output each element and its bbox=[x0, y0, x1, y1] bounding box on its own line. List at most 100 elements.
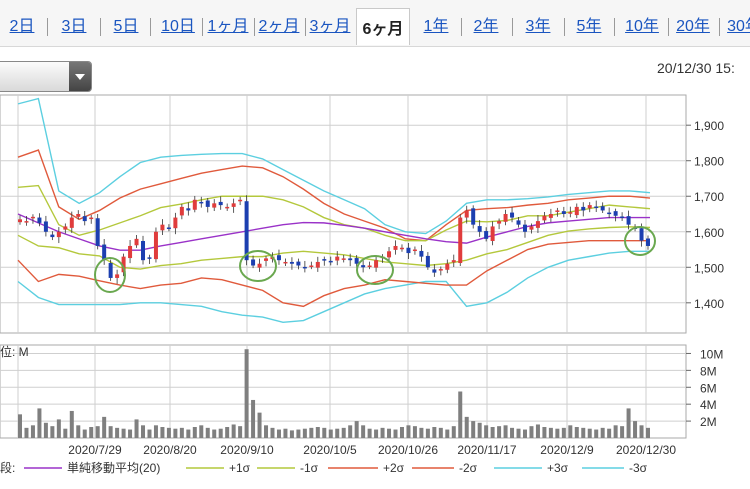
candle-body bbox=[548, 214, 553, 218]
candle-body bbox=[387, 251, 392, 258]
y-axis-tick-label: 1,600 bbox=[694, 226, 724, 240]
volume-bar bbox=[399, 427, 404, 438]
volume-bar bbox=[412, 426, 417, 438]
candle-body bbox=[574, 206, 579, 216]
candle-body bbox=[464, 210, 469, 218]
tab-period[interactable]: 3年 bbox=[525, 18, 551, 35]
candle-body bbox=[646, 238, 650, 246]
volume-bar bbox=[529, 426, 534, 438]
volume-bar bbox=[192, 427, 197, 438]
volume-bar bbox=[548, 427, 553, 438]
volume-bar bbox=[89, 427, 94, 438]
volume-bar bbox=[309, 427, 314, 438]
tab-period[interactable]: 1ヶ月 bbox=[207, 18, 249, 35]
candle-body bbox=[108, 263, 113, 278]
volume-bar bbox=[587, 428, 592, 438]
volume-bar bbox=[361, 425, 366, 438]
tab-divider bbox=[150, 18, 151, 36]
tab-divider bbox=[563, 18, 565, 36]
volume-bar bbox=[328, 429, 333, 438]
volume-bar bbox=[128, 429, 133, 438]
candle-body bbox=[76, 214, 81, 217]
tab-period[interactable]: 2年 bbox=[473, 18, 499, 35]
tab-period[interactable]: 2ヶ月 bbox=[258, 18, 300, 35]
candle-body bbox=[186, 208, 191, 211]
band-minus-2-sigma bbox=[17, 239, 650, 308]
volume-bar bbox=[568, 425, 573, 438]
candle-body bbox=[315, 261, 320, 268]
volume-bar bbox=[561, 427, 566, 438]
candle-body bbox=[50, 234, 55, 238]
candle-body bbox=[128, 245, 133, 259]
volume-bar bbox=[302, 428, 307, 438]
tab-period[interactable]: 10年 bbox=[625, 18, 659, 35]
x-axis-tick-label: 2020/10/5 bbox=[303, 443, 357, 457]
candle-body bbox=[69, 217, 74, 228]
candle-body bbox=[620, 216, 625, 218]
candle-body bbox=[102, 244, 107, 261]
legend-label: -1σ bbox=[300, 461, 319, 475]
volume-bar bbox=[425, 428, 430, 438]
volume-bar bbox=[244, 349, 249, 438]
volume-bar bbox=[484, 425, 489, 438]
chevron-down-icon[interactable] bbox=[69, 62, 91, 91]
candle-body bbox=[374, 260, 379, 268]
y-axis-tick-label: 1,700 bbox=[694, 190, 724, 204]
tab-period[interactable]: 5日 bbox=[113, 18, 139, 35]
tab-period[interactable]: 3ヶ月 bbox=[309, 18, 351, 35]
candle-body bbox=[264, 258, 269, 261]
candle-body bbox=[503, 214, 508, 222]
volume-bar bbox=[387, 428, 392, 438]
period-tab-bar: 2日 3日 5日 10日 1ヶ月 2ヶ月 3ヶ月 6ヶ月 1年 2年 3年 5年 10年 20年 30年 bbox=[0, 0, 750, 47]
tab-period[interactable]: 6ヶ月 bbox=[356, 8, 410, 45]
candle-body bbox=[348, 258, 353, 261]
candle-body bbox=[225, 206, 230, 209]
candle-body bbox=[166, 227, 171, 229]
tab-period[interactable]: 2日 bbox=[9, 18, 35, 35]
candle-body bbox=[445, 263, 450, 270]
volume-bar bbox=[141, 425, 146, 438]
volume-bar bbox=[354, 421, 359, 438]
tab-period[interactable]: 1年 bbox=[423, 18, 449, 35]
candle-body bbox=[594, 206, 599, 209]
candle-body bbox=[160, 224, 165, 231]
volume-bar bbox=[445, 429, 450, 438]
candle-body bbox=[199, 201, 204, 204]
candle-body bbox=[212, 203, 217, 208]
volume-bar bbox=[633, 421, 638, 438]
candle-body bbox=[283, 261, 288, 264]
candle-body bbox=[63, 226, 68, 230]
volume-bar bbox=[535, 424, 540, 438]
candle-body bbox=[322, 259, 327, 261]
tab-period[interactable]: 5年 bbox=[576, 18, 602, 35]
volume-bar bbox=[30, 425, 35, 438]
candle-body bbox=[529, 226, 534, 230]
legend-label: +1σ bbox=[229, 461, 251, 475]
volume-bar bbox=[510, 427, 515, 438]
volume-axis-tick-label: 4M bbox=[700, 398, 717, 412]
price-chart: 1,400 1,500 1,600 1,700 1,800 1,900 2M 4M 6M 8M 10… bbox=[0, 94, 724, 475]
candle-body bbox=[438, 269, 443, 271]
tab-period[interactable]: 20年 bbox=[676, 18, 710, 35]
x-axis-tick-label: 2020/11/17 bbox=[457, 443, 516, 457]
band-minus-3-sigma bbox=[17, 250, 650, 324]
tab-period[interactable]: 10日 bbox=[161, 18, 195, 35]
candle-body bbox=[516, 220, 521, 225]
candle-body bbox=[399, 247, 404, 250]
tab-period[interactable]: 30年 bbox=[727, 18, 750, 35]
candle-body bbox=[141, 240, 146, 261]
indicator-dropdown[interactable] bbox=[0, 61, 92, 92]
volume-axis-tick-label: 6M bbox=[700, 381, 717, 395]
legend-label: +2σ bbox=[383, 461, 405, 475]
volume-bar bbox=[315, 427, 320, 438]
candle-body bbox=[43, 221, 48, 232]
volume-bar bbox=[451, 426, 456, 438]
candle-body bbox=[361, 265, 366, 268]
annotation-circle bbox=[94, 257, 126, 293]
tab-period[interactable]: 3日 bbox=[61, 18, 87, 35]
candle-body bbox=[542, 215, 547, 221]
volume-plot-area bbox=[0, 344, 687, 439]
candle-body bbox=[251, 259, 256, 266]
volume-bar bbox=[102, 416, 107, 438]
volume-bar bbox=[574, 427, 579, 438]
